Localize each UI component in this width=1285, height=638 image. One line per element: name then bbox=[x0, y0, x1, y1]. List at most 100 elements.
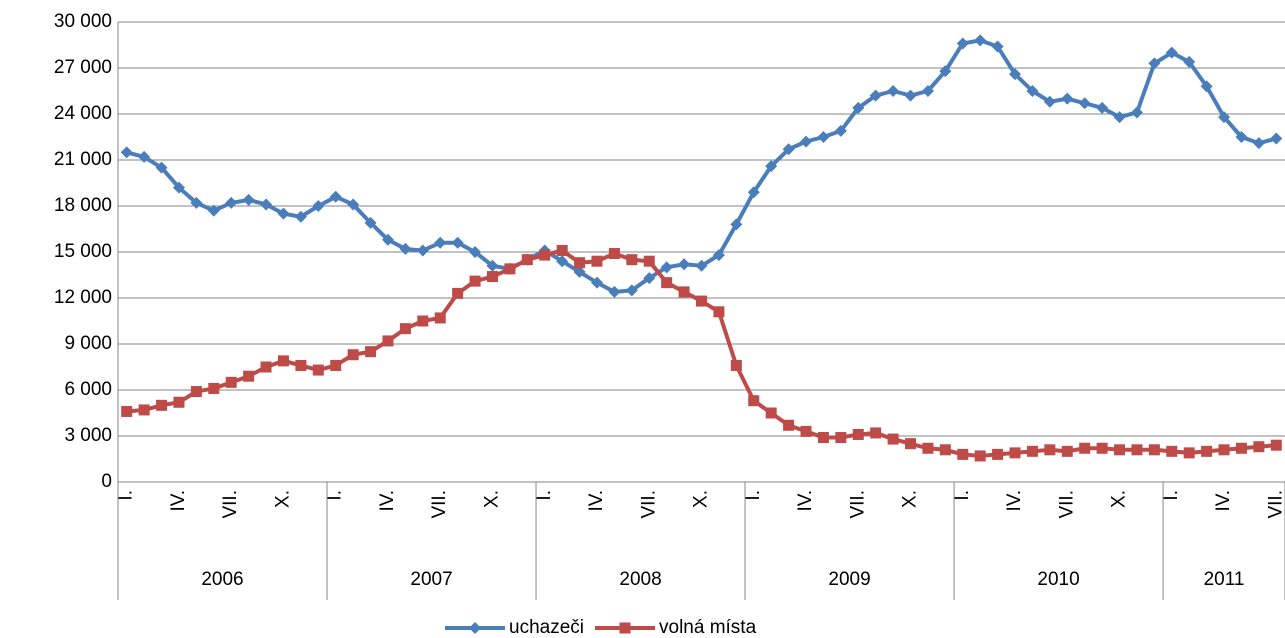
marker bbox=[1026, 445, 1038, 457]
marker bbox=[1183, 55, 1196, 68]
legend-label: uchazeči bbox=[509, 617, 584, 638]
marker bbox=[1201, 445, 1213, 457]
marker bbox=[1148, 57, 1161, 70]
marker bbox=[590, 276, 603, 289]
marker bbox=[434, 312, 446, 324]
marker bbox=[207, 204, 220, 217]
marker bbox=[1165, 46, 1178, 59]
marker bbox=[225, 376, 237, 388]
marker bbox=[329, 190, 342, 203]
marker bbox=[713, 306, 725, 318]
x-tick-label: I. bbox=[1161, 490, 1182, 501]
marker bbox=[190, 386, 202, 398]
marker bbox=[121, 405, 133, 417]
marker bbox=[1096, 101, 1109, 114]
marker bbox=[173, 396, 185, 408]
x-tick-label: I. bbox=[534, 490, 555, 501]
marker bbox=[712, 249, 725, 262]
marker bbox=[661, 277, 673, 289]
marker bbox=[556, 255, 569, 268]
year-label: 2009 bbox=[828, 569, 870, 590]
x-tick-label: IV. bbox=[586, 490, 607, 512]
x-tick-label: X. bbox=[900, 490, 921, 508]
marker bbox=[608, 248, 620, 260]
marker bbox=[887, 433, 899, 445]
marker bbox=[312, 200, 325, 212]
x-tick-label: VII. bbox=[1056, 490, 1077, 519]
marker bbox=[155, 161, 168, 174]
marker bbox=[190, 196, 203, 209]
marker bbox=[852, 428, 864, 440]
marker bbox=[608, 285, 621, 298]
marker bbox=[364, 216, 377, 229]
x-tick-label: IV. bbox=[168, 490, 189, 512]
marker bbox=[904, 89, 917, 102]
marker bbox=[1166, 445, 1178, 457]
marker bbox=[730, 218, 743, 231]
marker bbox=[1253, 441, 1265, 453]
x-tick-label: I. bbox=[325, 490, 346, 501]
x-tick-label: I. bbox=[116, 490, 137, 501]
x-tick-label: IV. bbox=[1213, 490, 1234, 512]
marker bbox=[399, 242, 412, 255]
marker bbox=[295, 359, 307, 371]
year-label: 2006 bbox=[201, 569, 243, 590]
marker bbox=[416, 244, 429, 257]
marker bbox=[1078, 97, 1091, 110]
marker bbox=[1183, 447, 1195, 459]
marker bbox=[782, 143, 795, 156]
marker bbox=[138, 404, 150, 416]
year-label: 2010 bbox=[1037, 569, 1079, 590]
marker bbox=[312, 364, 324, 376]
marker bbox=[1061, 92, 1074, 105]
marker bbox=[469, 246, 482, 258]
marker bbox=[817, 131, 830, 143]
marker bbox=[539, 249, 551, 261]
y-tick-label: 3 000 bbox=[64, 425, 112, 446]
year-label: 2011 bbox=[1204, 569, 1245, 590]
marker bbox=[921, 85, 934, 97]
marker bbox=[939, 444, 951, 456]
marker bbox=[1218, 444, 1230, 456]
x-tick-label: VII. bbox=[847, 490, 868, 519]
x-tick-label: VII. bbox=[638, 490, 659, 519]
marker bbox=[1270, 132, 1283, 145]
marker bbox=[939, 65, 952, 78]
marker bbox=[956, 37, 969, 50]
marker bbox=[556, 244, 568, 256]
marker bbox=[591, 255, 603, 267]
y-tick-label: 0 bbox=[101, 471, 112, 492]
marker bbox=[260, 198, 273, 211]
marker bbox=[696, 295, 707, 307]
x-tick-label: X. bbox=[482, 490, 503, 508]
marker bbox=[800, 135, 813, 148]
y-tick-label: 12 000 bbox=[54, 287, 112, 308]
marker bbox=[1009, 68, 1022, 81]
x-tick-label: X. bbox=[272, 490, 293, 508]
year-label: 2008 bbox=[619, 569, 661, 590]
marker bbox=[451, 236, 464, 249]
marker bbox=[294, 210, 307, 223]
marker bbox=[626, 254, 638, 266]
marker bbox=[765, 407, 777, 419]
marker bbox=[870, 427, 882, 439]
marker bbox=[486, 271, 498, 283]
marker bbox=[469, 275, 481, 287]
marker bbox=[1043, 95, 1056, 108]
marker bbox=[678, 258, 691, 271]
marker bbox=[1113, 111, 1126, 124]
marker bbox=[1061, 445, 1073, 457]
marker bbox=[800, 425, 812, 437]
marker bbox=[1270, 439, 1282, 451]
x-tick-label: VII. bbox=[1265, 490, 1285, 519]
marker bbox=[1009, 447, 1021, 459]
marker bbox=[469, 622, 481, 634]
marker bbox=[643, 272, 656, 285]
marker bbox=[922, 442, 934, 454]
marker bbox=[120, 146, 133, 159]
marker bbox=[260, 361, 272, 373]
marker bbox=[1235, 131, 1248, 143]
legend-label: volná místa bbox=[659, 617, 757, 638]
y-tick-label: 30 000 bbox=[54, 11, 112, 32]
